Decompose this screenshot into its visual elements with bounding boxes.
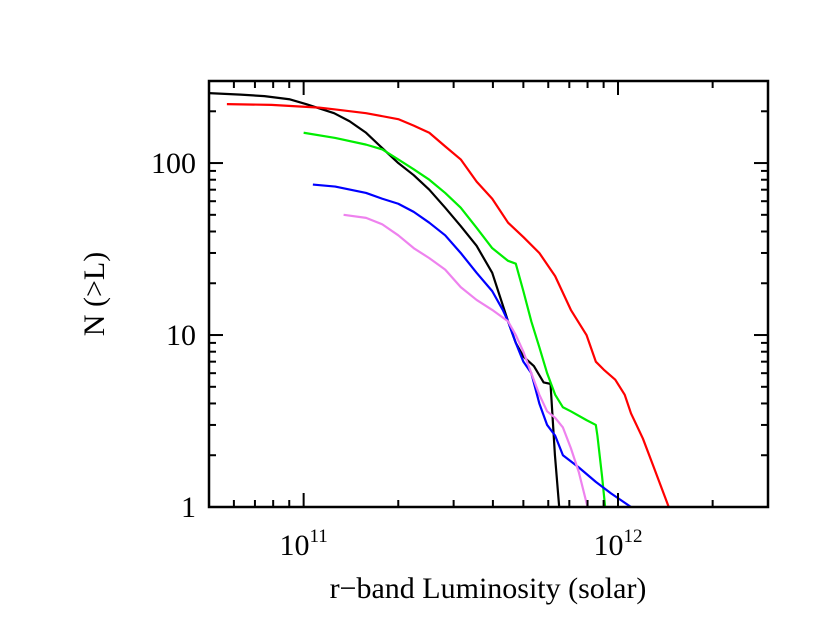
tick-labels: 1011 1012 1 10 100 bbox=[151, 147, 643, 562]
series-line-2 bbox=[226, 103, 670, 507]
x-axis-title: r−band Luminosity (solar) bbox=[330, 572, 647, 605]
plot-frame bbox=[207, 79, 770, 509]
series-layer bbox=[209, 92, 670, 507]
y-tick-label: 1 bbox=[181, 491, 196, 524]
series-line-3 bbox=[303, 131, 607, 507]
y-tick-label: 10 bbox=[166, 319, 196, 352]
x-tick-label: 1011 bbox=[279, 526, 327, 562]
series-line-4 bbox=[312, 183, 632, 507]
x-tick-label: 1012 bbox=[594, 526, 643, 562]
y-tick-label: 100 bbox=[151, 147, 196, 180]
y-axis-title: N (>L) bbox=[78, 252, 111, 336]
series-line-1 bbox=[209, 92, 561, 507]
series-line-5 bbox=[343, 213, 589, 507]
tick-marks bbox=[208, 80, 769, 508]
